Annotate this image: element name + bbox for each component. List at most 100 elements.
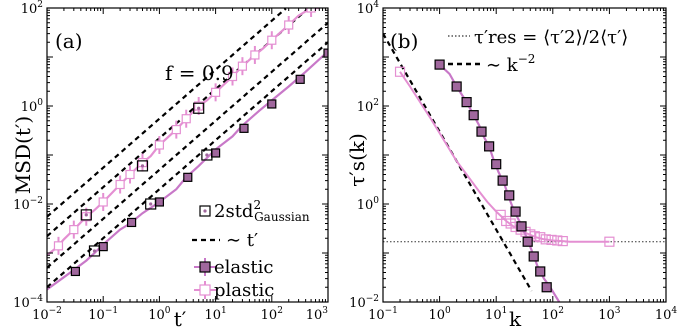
plastic-marker (284, 20, 294, 30)
legend-marker-plastic (199, 284, 211, 296)
elastic-marker (267, 99, 277, 109)
elastic-marker (484, 141, 495, 152)
tick-label: 100 (428, 306, 451, 323)
legend-entry-elastic: elastic (214, 257, 273, 278)
elastic-marker (491, 159, 502, 170)
tick-base: 10 (542, 308, 559, 323)
plastic-marker (267, 35, 277, 45)
tick-exponent: 0 (37, 98, 43, 108)
plastic-marker (237, 61, 248, 71)
tick-base: 10 (357, 2, 374, 17)
tick-label: 10−1 (88, 306, 118, 323)
plastic-marker (194, 101, 204, 111)
tick-base: 10 (21, 100, 38, 115)
tick-exponent: 0 (373, 196, 379, 206)
panel-b-relaxation-chart: 10−1 100 101 102 103 10410−2100102104(b)kτ′s(… (345, 0, 677, 331)
elastic-marker (510, 206, 521, 217)
tick-exponent: 3 (322, 306, 328, 316)
elastic-marker (239, 123, 249, 133)
elastic-marker (461, 97, 472, 108)
tick-exponent: 2 (277, 306, 283, 316)
tick-exponent: −2 (30, 196, 43, 206)
tick-label: 102 (357, 98, 379, 115)
tick-exponent: 0 (445, 306, 451, 316)
x-axis-label: t′ (174, 307, 187, 331)
tick-base: 10 (655, 308, 672, 323)
legend-entry-text: ∼ k (486, 55, 519, 76)
tick-base: 10 (21, 2, 38, 17)
tick-base: 10 (357, 198, 374, 213)
plastic-marker (211, 87, 221, 97)
gaussian-marker-dot (140, 164, 145, 168)
elastic-marker (126, 217, 137, 228)
tick-label: 10−2 (13, 196, 43, 213)
plastic-marker (495, 209, 506, 220)
plastic-marker (535, 232, 546, 243)
plastic-marker (540, 234, 551, 245)
elastic-marker (211, 148, 221, 158)
annotation-f-value: f = 0.9 (165, 61, 234, 85)
plastic-marker (53, 241, 64, 251)
plastic-marker (81, 212, 91, 222)
tick-label: 102 (542, 306, 564, 323)
tick-exponent: 0 (165, 306, 171, 316)
tick-label: 102 (21, 0, 43, 17)
tick-base: 10 (204, 308, 221, 323)
elastic-marker (504, 190, 515, 201)
elastic-marker (183, 172, 193, 182)
tick-label: 10−4 (13, 294, 43, 311)
panel-label: (b) (390, 29, 418, 53)
legend-entry-tau-res: τ′res = ⟨τ′2⟩/2⟨τ′⟩ (474, 27, 628, 48)
gaussian-marker (88, 245, 101, 257)
elastic-marker (451, 81, 462, 92)
legend-entry-plastic: plastic (214, 280, 274, 301)
tick-base: 10 (428, 308, 445, 323)
tick-label: 101 (204, 306, 226, 323)
tick-base: 10 (13, 296, 30, 311)
legend-entry-sub: Gaussian (254, 210, 310, 224)
gaussian-marker-dot (84, 213, 88, 217)
elastic-marker (434, 59, 445, 70)
gaussian-marker-dot (92, 249, 97, 253)
elastic-marker (528, 251, 539, 262)
plastic-marker (552, 235, 563, 246)
plastic-marker (69, 225, 79, 235)
tick-exponent: 4 (671, 306, 677, 316)
elastic-marker (522, 236, 533, 247)
tick-exponent: 2 (373, 98, 379, 108)
plastic-marker (171, 124, 181, 135)
gaussian-marker-dot (205, 153, 209, 157)
plastic-marker (394, 66, 406, 77)
legend-marker-gaussian-dot (203, 209, 207, 213)
elastic-marker (468, 110, 479, 121)
tick-base: 10 (357, 100, 374, 115)
tick-label: 10−2 (32, 306, 62, 323)
tick-base: 10 (13, 198, 30, 213)
plastic-marker (546, 234, 557, 246)
legend-entry-text: 2std (214, 201, 253, 222)
tick-exponent: −1 (385, 306, 398, 316)
gaussian-marker (145, 198, 157, 210)
tick-exponent: −2 (366, 294, 379, 304)
gaussian-marker-dot (197, 106, 201, 110)
y-axis-label: τ′s(k) (345, 133, 369, 187)
tick-label: 104 (357, 0, 380, 17)
tick-label: 101 (485, 306, 507, 323)
elastic-marker (476, 126, 487, 137)
tick-base: 10 (349, 296, 366, 311)
legend-b: τ′res = ⟨τ′2⟩/2⟨τ′⟩ ∼ k−2 (448, 27, 628, 76)
gaussian-marker (201, 149, 213, 161)
tick-exponent: 2 (558, 306, 564, 316)
tick-exponent: 2 (37, 0, 43, 10)
elastic-marker (154, 197, 164, 207)
elastic-marker (295, 74, 305, 84)
plastic-marker (557, 235, 568, 247)
panel-b-plot-area (383, 33, 666, 302)
tick-label: 104 (655, 306, 678, 323)
legend-entry-slope: ∼ t′ (226, 230, 258, 251)
elastic-marker (497, 175, 508, 186)
tick-base: 10 (148, 308, 165, 323)
tick-exponent: −4 (30, 294, 44, 304)
